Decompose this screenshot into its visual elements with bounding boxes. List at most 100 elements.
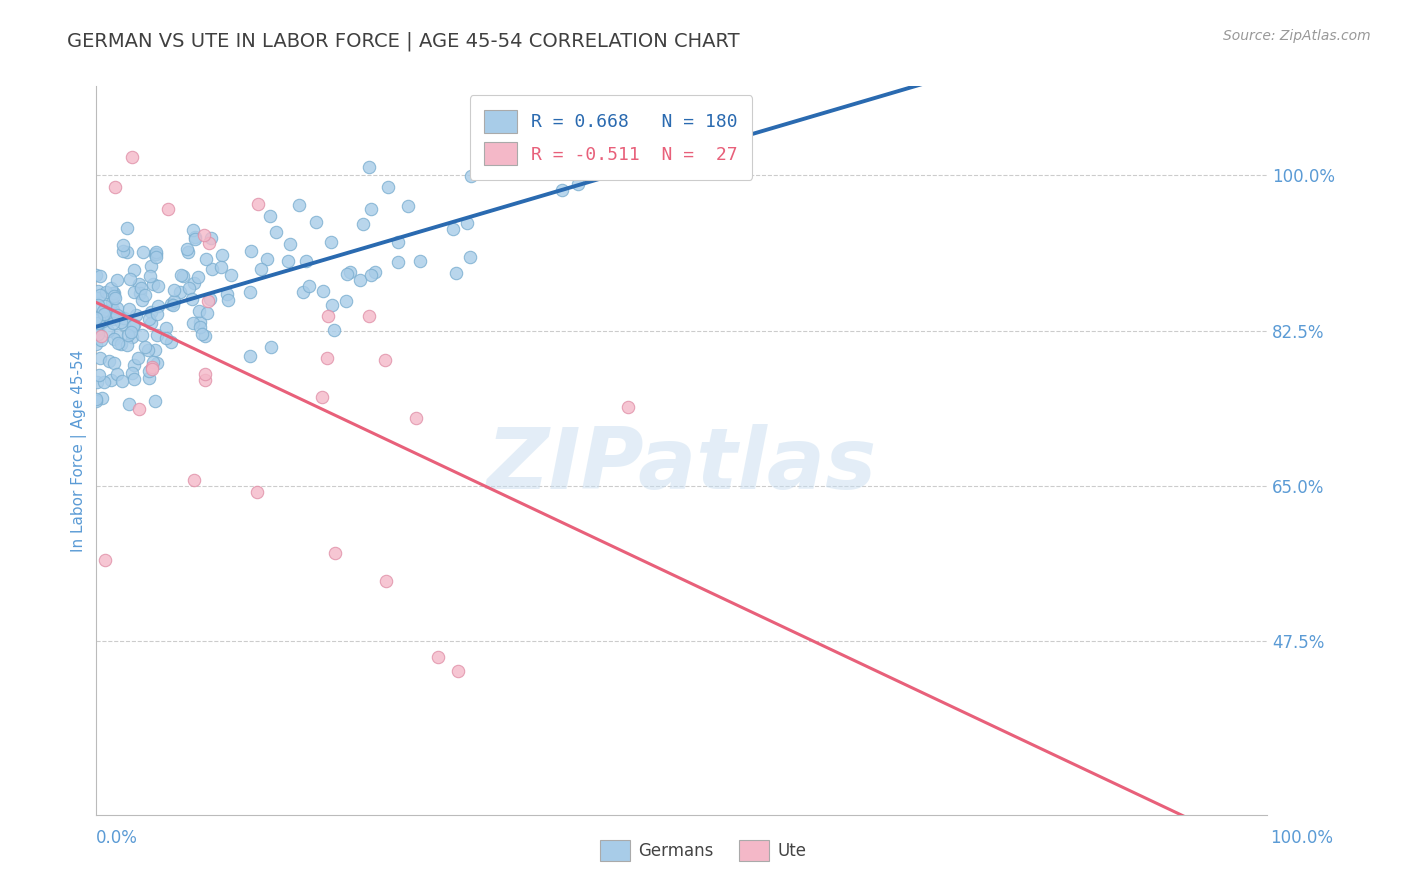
Point	[145, 245, 167, 260]
Point	[460, 250, 482, 264]
Point	[259, 340, 281, 354]
Point	[104, 180, 127, 194]
Point	[472, 150, 495, 164]
Point	[387, 235, 409, 249]
Point	[97, 324, 120, 338]
Point	[122, 372, 145, 386]
Point	[129, 286, 152, 301]
Point	[146, 328, 169, 343]
Point	[323, 323, 346, 337]
Point	[183, 229, 205, 244]
Point	[143, 247, 166, 261]
Point	[143, 394, 166, 409]
Point	[100, 373, 122, 387]
Point	[426, 650, 449, 665]
Point	[105, 308, 128, 322]
Point	[89, 351, 111, 366]
Point	[90, 329, 112, 343]
Point	[733, 150, 755, 164]
Point	[91, 309, 114, 323]
Point	[101, 295, 124, 310]
Point	[90, 333, 112, 347]
Point	[184, 232, 207, 246]
Point	[405, 411, 427, 425]
Point	[387, 255, 409, 269]
Point	[142, 277, 165, 292]
Point	[551, 183, 574, 197]
Point	[128, 277, 150, 291]
Point	[181, 316, 204, 330]
Point	[105, 301, 128, 315]
Point	[91, 303, 114, 318]
Point	[170, 268, 193, 283]
Point	[103, 356, 125, 370]
Point	[138, 311, 160, 326]
Point	[187, 269, 209, 284]
Point	[118, 397, 141, 411]
Point	[240, 244, 263, 259]
Point	[319, 235, 342, 249]
Point	[139, 316, 162, 330]
Point	[103, 312, 125, 326]
Point	[122, 318, 145, 332]
Point	[131, 328, 153, 343]
Point	[127, 351, 149, 365]
Point	[215, 287, 238, 301]
Point	[374, 352, 396, 367]
Point	[101, 286, 124, 301]
Point	[146, 299, 169, 313]
Point	[460, 169, 482, 183]
Point	[93, 376, 115, 390]
Point	[134, 340, 156, 354]
Point	[211, 247, 233, 261]
Point	[291, 285, 314, 300]
Point	[89, 311, 111, 326]
Point	[142, 355, 165, 369]
Point	[100, 281, 122, 295]
Point	[105, 328, 128, 343]
Point	[146, 307, 169, 321]
Text: GERMAN VS UTE IN LABOR FORCE | AGE 45-54 CORRELATION CHART: GERMAN VS UTE IN LABOR FORCE | AGE 45-54…	[67, 31, 740, 51]
Text: Source: ZipAtlas.com: Source: ZipAtlas.com	[1223, 29, 1371, 43]
Point	[278, 237, 301, 252]
Point	[201, 262, 224, 277]
Point	[183, 276, 205, 290]
Point	[179, 281, 201, 295]
Point	[112, 317, 135, 331]
Point	[112, 244, 135, 259]
Point	[364, 265, 387, 279]
Point	[181, 292, 204, 306]
Point	[110, 314, 132, 328]
Point	[617, 400, 640, 414]
Point	[447, 664, 470, 678]
Point	[128, 401, 150, 416]
Point	[101, 316, 124, 330]
Point	[84, 337, 107, 351]
Point	[159, 334, 181, 349]
Point	[195, 306, 218, 320]
Point	[134, 288, 156, 302]
Point	[321, 298, 343, 312]
Point	[117, 221, 139, 235]
Point	[193, 227, 215, 242]
Point	[353, 217, 375, 231]
Point	[194, 373, 217, 387]
Point	[103, 286, 125, 301]
Point	[122, 318, 145, 333]
Point	[84, 268, 107, 282]
Point	[138, 363, 160, 377]
Point	[103, 289, 125, 303]
Point	[122, 285, 145, 299]
Point	[87, 298, 110, 312]
Point	[183, 473, 205, 487]
Point	[145, 247, 167, 261]
Point	[336, 267, 359, 281]
Point	[239, 350, 262, 364]
Point	[162, 283, 184, 297]
Point	[264, 225, 287, 239]
Point	[256, 252, 278, 266]
Point	[441, 222, 464, 236]
Point	[105, 367, 128, 381]
Point	[200, 231, 222, 245]
Point	[141, 360, 163, 375]
